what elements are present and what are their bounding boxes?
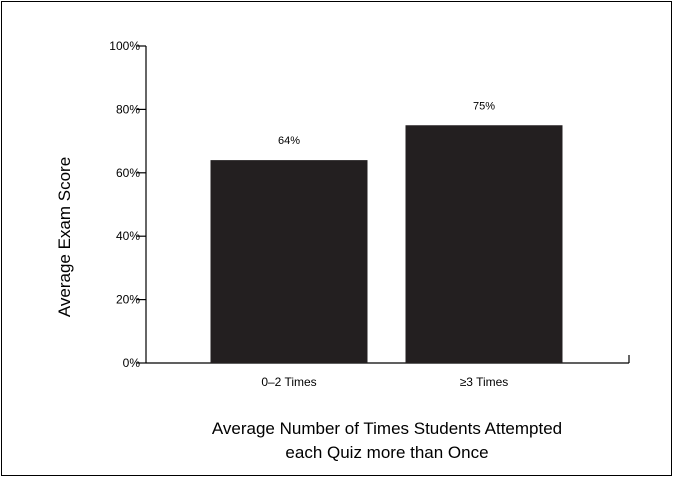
bars	[210, 125, 563, 363]
x-category-label: 0–2 Times	[261, 375, 316, 389]
x-category-label: ≥3 Times	[460, 375, 509, 389]
y-tick-label: 0%	[123, 356, 141, 370]
y-axis-title: Average Exam Score	[55, 157, 74, 317]
y-tick-label: 20%	[116, 293, 140, 307]
y-tick-label: 100%	[109, 39, 140, 53]
bar	[210, 160, 368, 363]
bar	[405, 125, 563, 363]
labels: 0% 20% 40% 60% 80% 100% 64% 0–2 Times 75% ≥3 Time…	[109, 39, 508, 389]
bar-value-label: 75%	[473, 100, 495, 112]
bar-value-label: 64%	[278, 135, 300, 147]
y-tick-label: 80%	[116, 102, 140, 116]
x-axis-title-line-1: Average Number of Times Students Attempt…	[212, 419, 562, 438]
x-axis-title-line-2: each Quiz more than Once	[285, 443, 488, 462]
y-tick-label: 40%	[116, 229, 140, 243]
y-tick-label: 60%	[116, 166, 140, 180]
